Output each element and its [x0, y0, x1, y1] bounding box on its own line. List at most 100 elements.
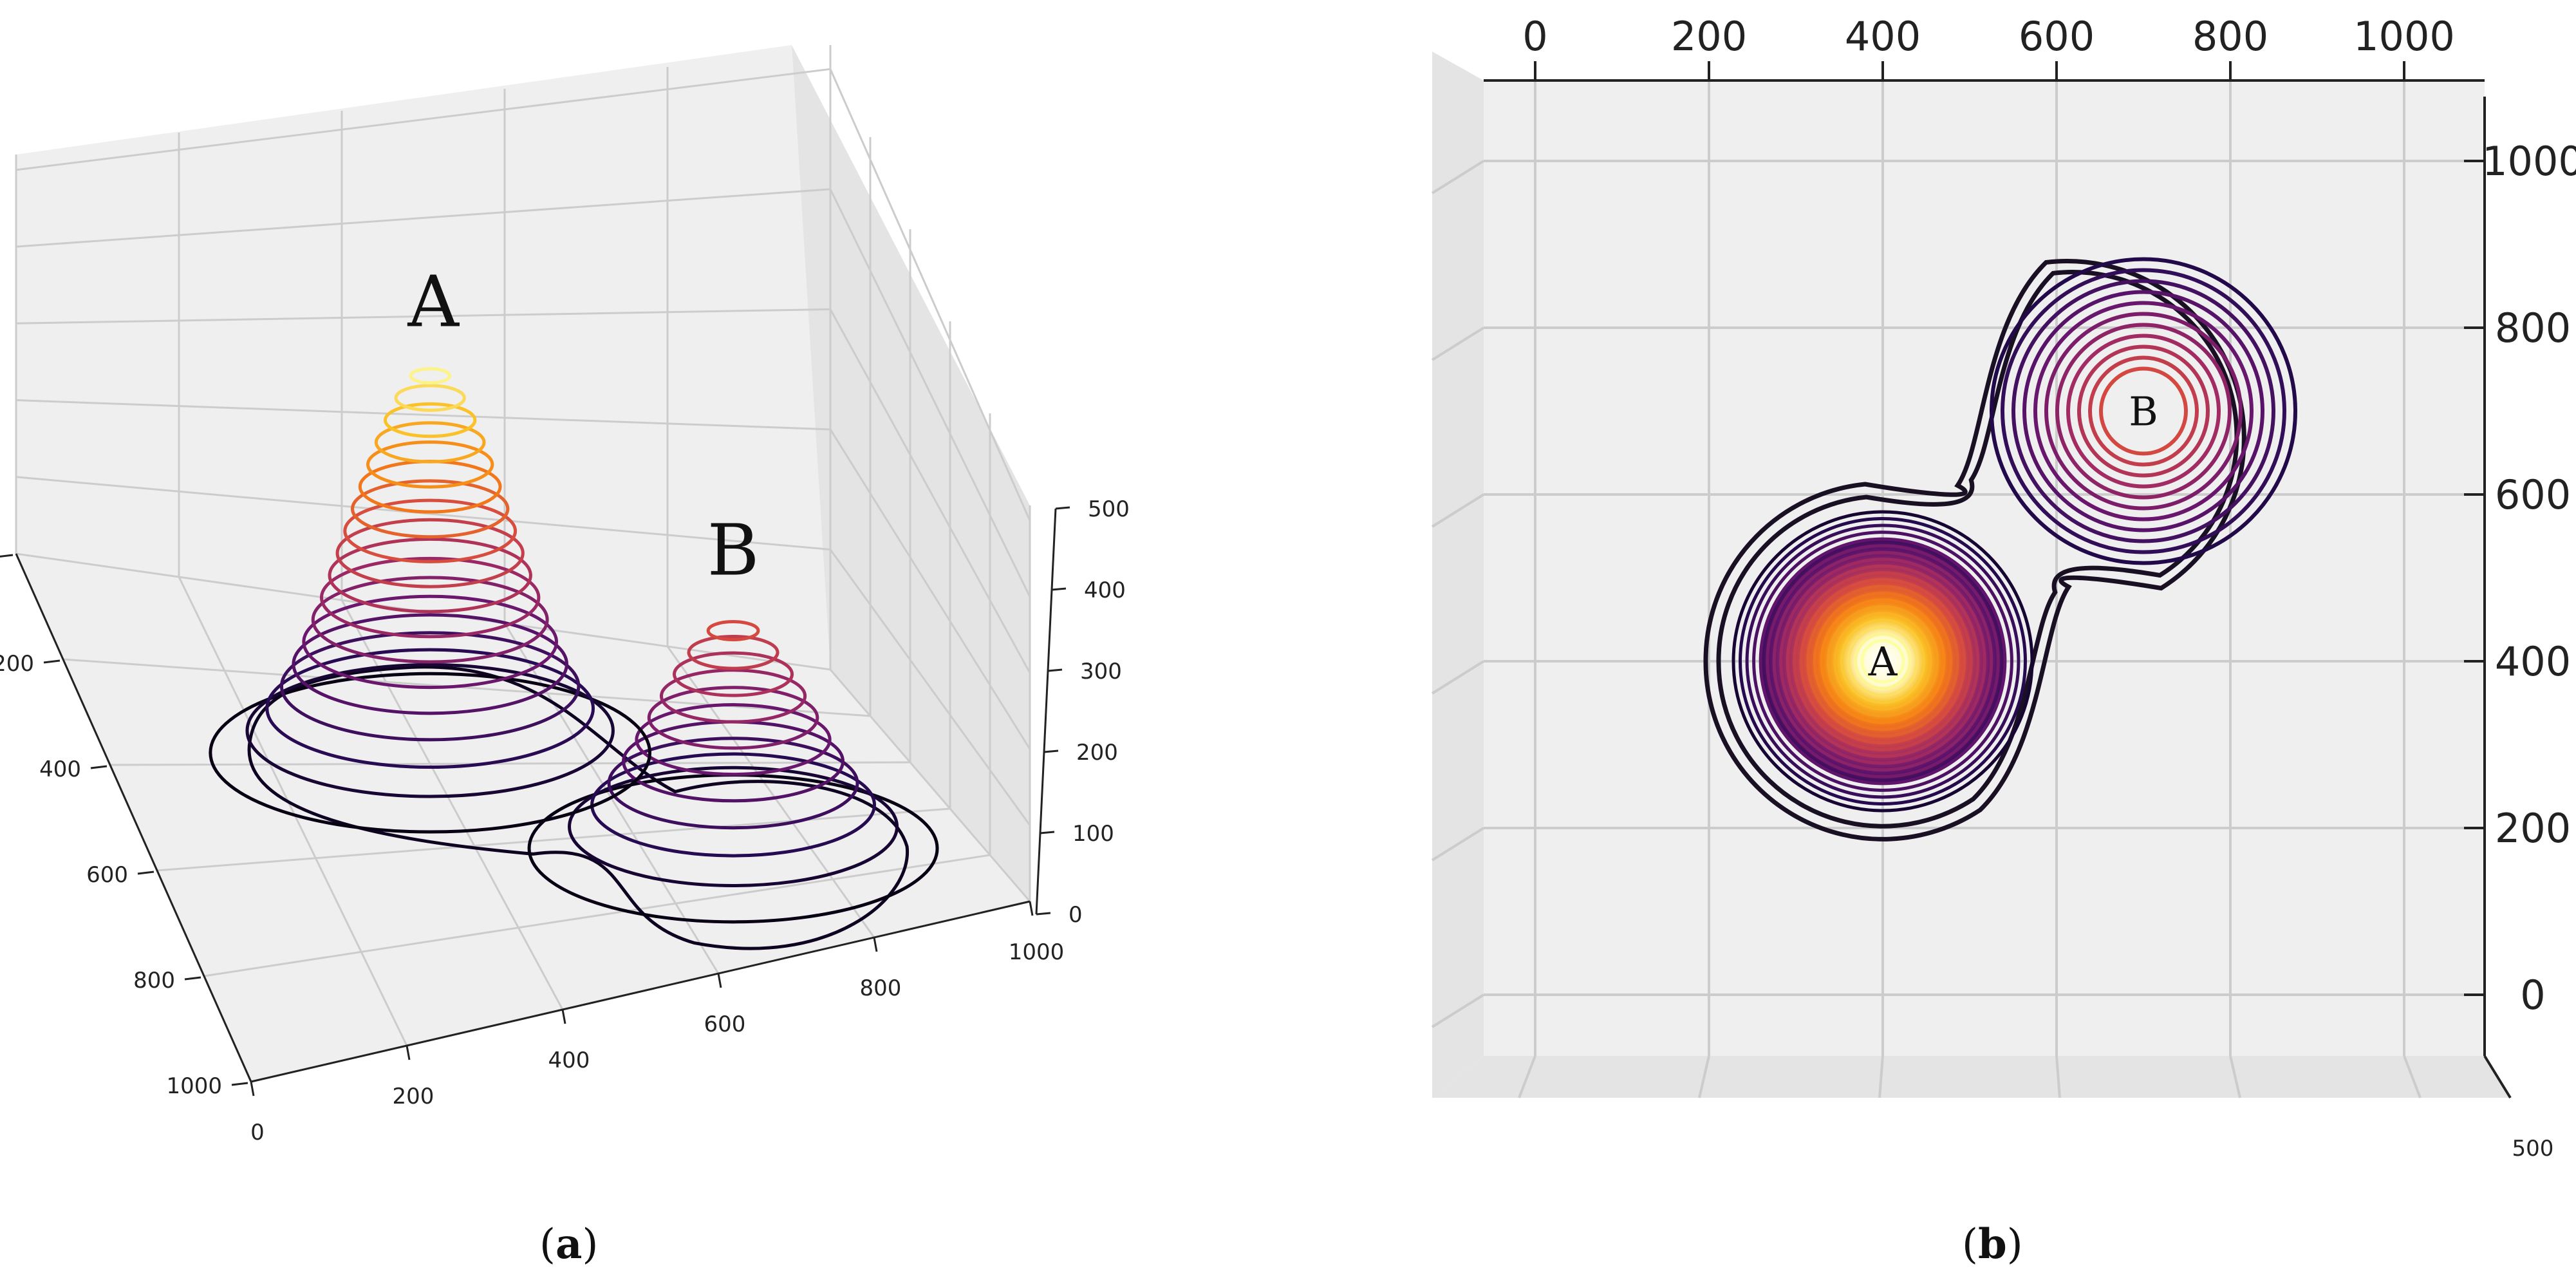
chart-b-axes: [1484, 61, 2512, 1099]
chart-a-x-axis-line: [250, 900, 1031, 1083]
chart-b-back-pane: [1484, 80, 2485, 1056]
chart-b-contour-ring-a: [1759, 537, 2007, 786]
chart-b-contour-ring-b: [2066, 334, 2221, 489]
chart-a-contour-ring-a: [279, 631, 581, 742]
chart-a-back-gridline-h: [15, 308, 831, 325]
chart-a-x-tick-mark: [561, 1009, 566, 1024]
chart-b-contours: [1703, 257, 2297, 842]
chart-b-floor-gridline: [2055, 1055, 2061, 1098]
chart-b-core-a: [1760, 539, 2005, 784]
chart-a-annotations: AB: [407, 260, 759, 591]
chart-a-y-tick-label: 1000: [166, 1073, 222, 1099]
chart-a-contour-ring-b: [687, 634, 779, 670]
chart-b-y-tick-label: 800: [2495, 305, 2571, 352]
chart-b-contour-ring-a: [1833, 612, 1932, 711]
chart-b-contour-ring-a: [1772, 551, 1993, 772]
chart-a-3d-contour: 0200400600800100002004006008001000010020…: [0, 45, 1130, 1145]
chart-b-x-tick-label: 200: [1671, 13, 1747, 60]
chart-a-ticks: 0200400600800100002004006008001000010020…: [0, 496, 1130, 1145]
chart-a-contour-ring-b: [706, 620, 760, 642]
chart-b-contour-ring-a: [1786, 564, 1980, 758]
chart-a-z-tick-label: 500: [1088, 496, 1130, 522]
panel-label-b: (b): [1962, 1220, 2023, 1268]
chart-b-contour-ring-a: [1752, 531, 2013, 792]
chart-a-y-tick-mark: [184, 976, 201, 981]
chart-b-left-gridline: [1431, 827, 1485, 861]
chart-a-contour-ring-a: [328, 537, 532, 614]
chart-a-contour-ring-a: [292, 613, 569, 715]
chart-b-ticks: 0 200 400 600 800 1000 0 200 400 600 800 1000 500: [1522, 13, 2576, 1162]
chart-b-y-tick-label: 1000: [2482, 138, 2576, 185]
chart-a-contour-ring-b: [635, 703, 832, 776]
chart-a-x-tick-label: 1000: [1009, 939, 1065, 965]
chart-a-z-tick-label: 100: [1072, 821, 1114, 847]
chart-b-contour-ring-a: [1745, 523, 2021, 799]
chart-a-floor-gridline-y: [203, 854, 991, 977]
chart-b-left-gridline: [1431, 493, 1485, 528]
chart-a-contour-ring-b: [568, 766, 899, 887]
chart-a-contour-ring-a: [343, 498, 518, 563]
chart-b-left-wall: [1432, 52, 1484, 1098]
chart-b-contour-ring-b: [2055, 323, 2232, 500]
chart-a-contour-ring-a: [383, 402, 477, 438]
chart-b-contour-ring-b: [2022, 290, 2264, 532]
chart-a-x-tick-label: 200: [393, 1084, 434, 1109]
chart-b-contour-ring-b: [2033, 301, 2254, 522]
chart-b-contour-ring-a: [1860, 639, 1905, 684]
chart-a-contour-ring-a: [245, 663, 615, 798]
chart-a-y-tick-label: 600: [86, 862, 128, 888]
chart-b-contour-ring-b: [2099, 366, 2188, 456]
chart-a-contour-ring-a: [265, 648, 595, 769]
chart-a-z-axis-line: [1035, 508, 1057, 915]
chart-b-y-tick-label: 400: [2495, 638, 2571, 685]
chart-b-contour-ring-a: [1799, 578, 1966, 745]
chart-a-x-tick-label: 400: [548, 1048, 590, 1073]
chart-b-contour-ring-b: [1990, 257, 2297, 565]
chart-b-contour-ring-b: [2001, 268, 2286, 554]
chart-a-contour-ring-a: [209, 672, 652, 834]
chart-a-x-tick-label: 600: [704, 1012, 746, 1037]
chart-a-peak-label-b: B: [707, 509, 760, 592]
chart-b-contour-ring-b: [2011, 279, 2275, 543]
chart-b-x-tick-label: 0: [1522, 13, 1547, 60]
chart-a-contour-ring-a: [409, 367, 451, 385]
chart-b-contour-ring-a: [1739, 517, 2027, 805]
chart-a-contours: [209, 367, 939, 950]
chart-a-contour-ring-a: [351, 479, 510, 539]
chart-a-x-tick-mark: [717, 973, 722, 988]
chart-b-annotations: AB: [1868, 388, 2158, 686]
chart-a-floor-gridline-x: [178, 576, 408, 1046]
chart-b-x-tick-label: 400: [1845, 13, 1921, 60]
chart-a-contour-ring-a: [311, 576, 549, 664]
chart-a-z-tick-mark: [1040, 831, 1055, 834]
chart-a-floor-gridline-x: [829, 669, 1031, 902]
chart-b-left-gridline: [1431, 993, 1485, 1028]
chart-a-y-tick-mark: [43, 659, 61, 664]
chart-a-x-tick-label: 0: [250, 1120, 265, 1145]
chart-b-floor: [1432, 1056, 2510, 1098]
chart-a-contour-ring-b: [647, 686, 819, 750]
chart-a-contour-ring-a: [319, 556, 541, 639]
chart-a-z-tick-mark: [1047, 668, 1063, 672]
chart-a-z-tick-label: 400: [1084, 578, 1126, 603]
chart-a-contour-ring-a: [366, 440, 494, 489]
chart-a-z-tick-mark: [1051, 587, 1067, 591]
chart-b-left-gridline: [1431, 326, 1485, 361]
chart-a-back-wall: [16, 45, 830, 670]
chart-b-left-gridline: [1431, 660, 1485, 695]
chart-a-contour-ring-a: [302, 594, 559, 690]
chart-b-contour-ring-a: [1793, 571, 1973, 751]
chart-b-y-tick-label: 0: [2520, 972, 2545, 1019]
chart-b-contour-ring-b: [2088, 355, 2199, 467]
chart-a-z-tick-label: 200: [1076, 740, 1118, 766]
chart-b-z-tick-label: 500: [2512, 1136, 2554, 1162]
chart-a-z-tick-mark: [1036, 912, 1051, 916]
chart-a-right-gridline-h: [829, 429, 1031, 750]
chart-b-contour-ring-a: [1813, 591, 1953, 731]
chart-b-contour-ring-a: [1840, 618, 1926, 704]
chart-b-contour-ring-a: [1853, 632, 1912, 691]
chart-b-contour-ring-a: [1766, 544, 2000, 778]
chart-b-x-tick-label: 800: [2192, 13, 2268, 60]
chart-a-floor: [16, 554, 1030, 1082]
chart-b-floor-gridline: [1698, 1055, 1710, 1098]
